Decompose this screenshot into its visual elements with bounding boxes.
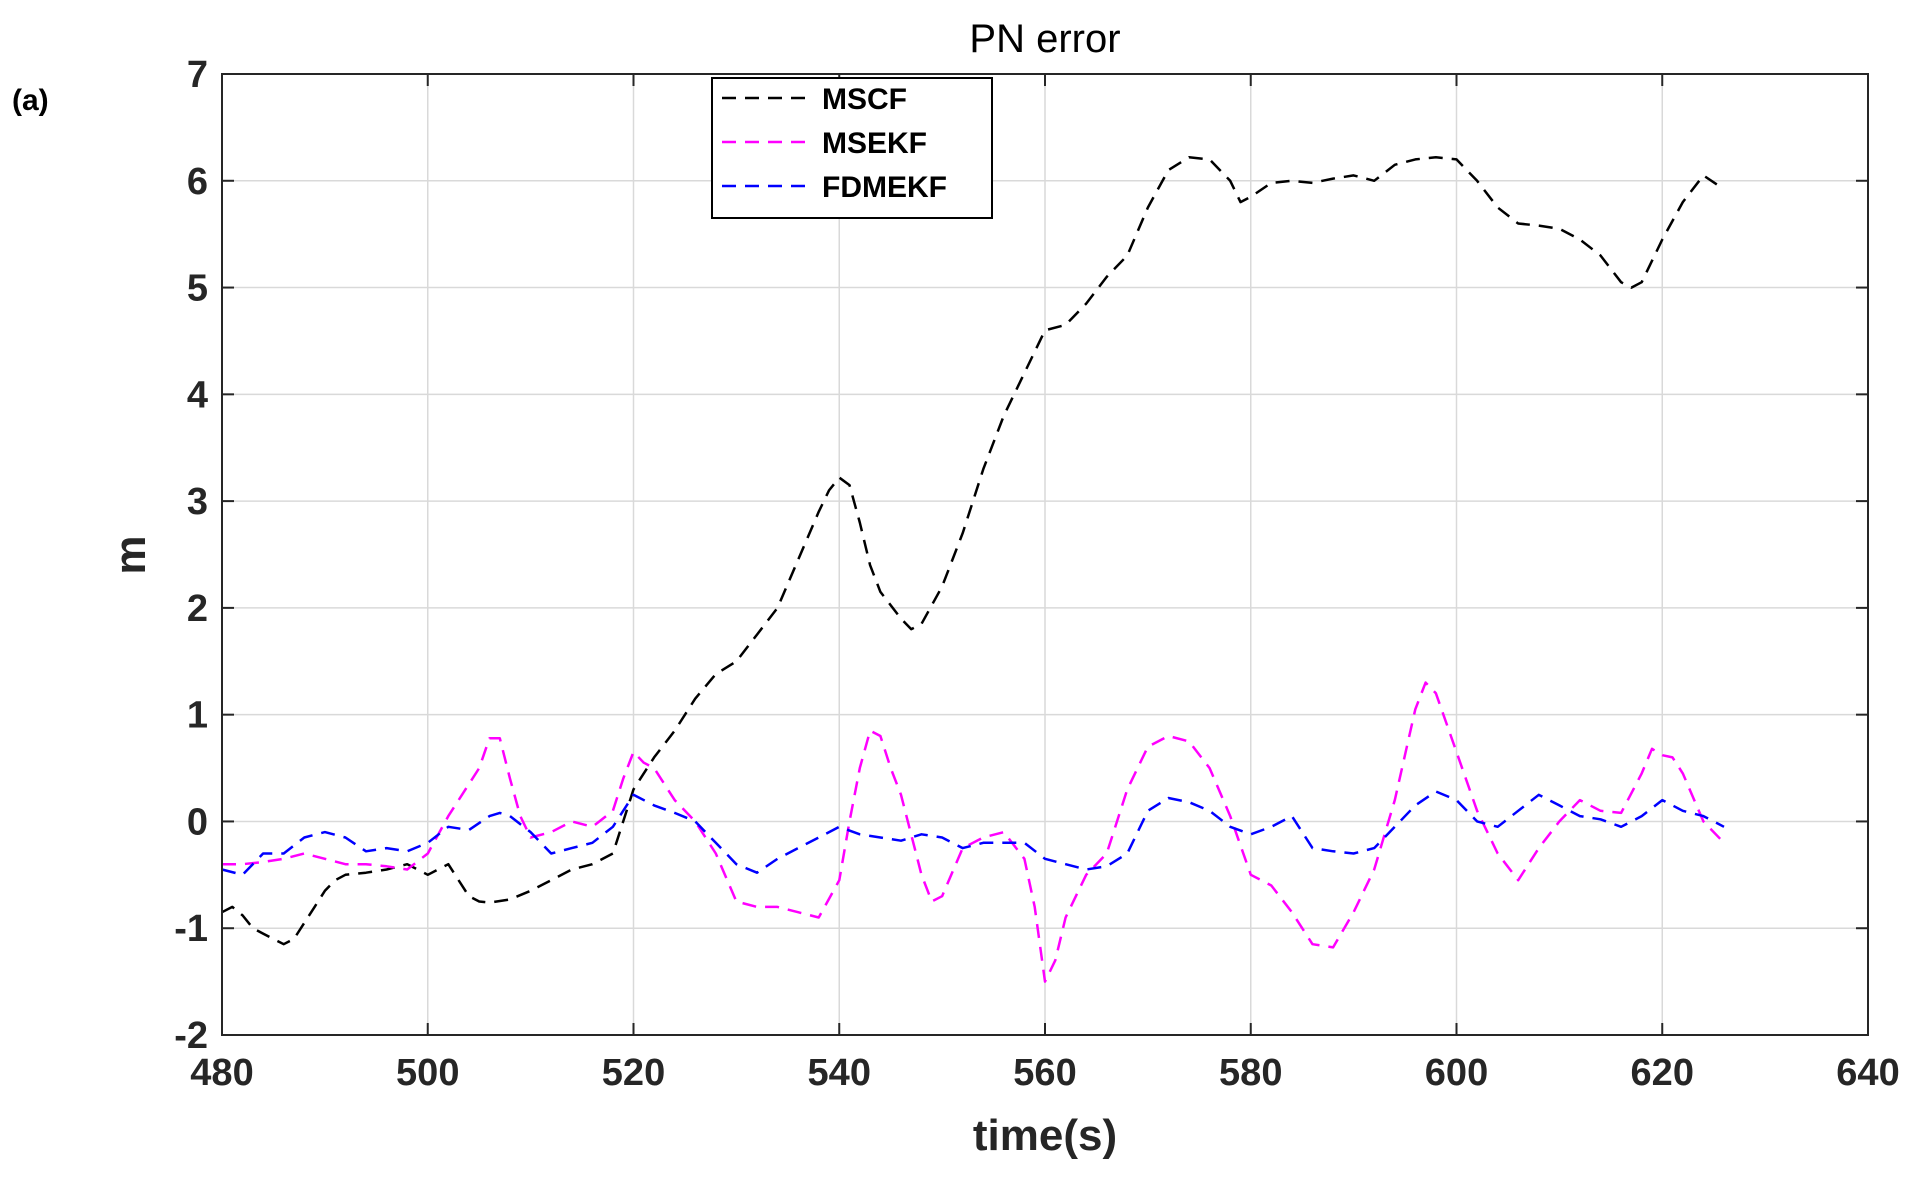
x-tick-label: 560 [1013, 1052, 1076, 1094]
x-tick-label: 640 [1836, 1052, 1899, 1094]
y-tick-label: 4 [187, 374, 208, 416]
y-tick-label: 3 [187, 481, 208, 523]
series-line-msekf [222, 681, 1725, 983]
y-tick-label: -2 [174, 1015, 208, 1057]
y-tick-label: 2 [187, 588, 208, 630]
x-tick-label: 500 [396, 1052, 459, 1094]
legend-label-msekf: MSEKF [822, 127, 927, 160]
x-tick-label: 480 [190, 1052, 253, 1094]
y-tick-label: -1 [174, 908, 208, 950]
chart-title: PN error [969, 17, 1120, 61]
x-tick-label: 600 [1425, 1052, 1488, 1094]
series-line-fdmekf [221, 790, 1725, 877]
legend-label-mscf: MSCF [822, 83, 907, 116]
legend: MSCF MSEKF FDMEKF [711, 77, 993, 219]
x-tick-label: 620 [1631, 1052, 1694, 1094]
y-tick-label: 7 [187, 54, 208, 96]
series-layer [221, 156, 1725, 983]
y-axis-ticks: -2 -1 0 1 2 3 4 5 6 7 [174, 54, 1868, 1057]
x-axis-ticks: 480 500 520 540 560 580 600 620 640 [190, 74, 1900, 1094]
y-tick-label: 0 [187, 801, 208, 843]
x-tick-label: 520 [602, 1052, 665, 1094]
y-tick-label: 5 [187, 268, 208, 310]
y-axis-label: m [106, 535, 155, 574]
x-tick-label: 580 [1219, 1052, 1282, 1094]
legend-label-fdmekf: FDMEKF [822, 171, 947, 204]
panel-label: (a) [12, 84, 49, 117]
x-axis-label: time(s) [973, 1111, 1117, 1160]
y-tick-label: 6 [187, 161, 208, 203]
y-tick-label: 1 [187, 695, 208, 737]
legend-box [711, 77, 993, 219]
x-tick-label: 540 [808, 1052, 871, 1094]
